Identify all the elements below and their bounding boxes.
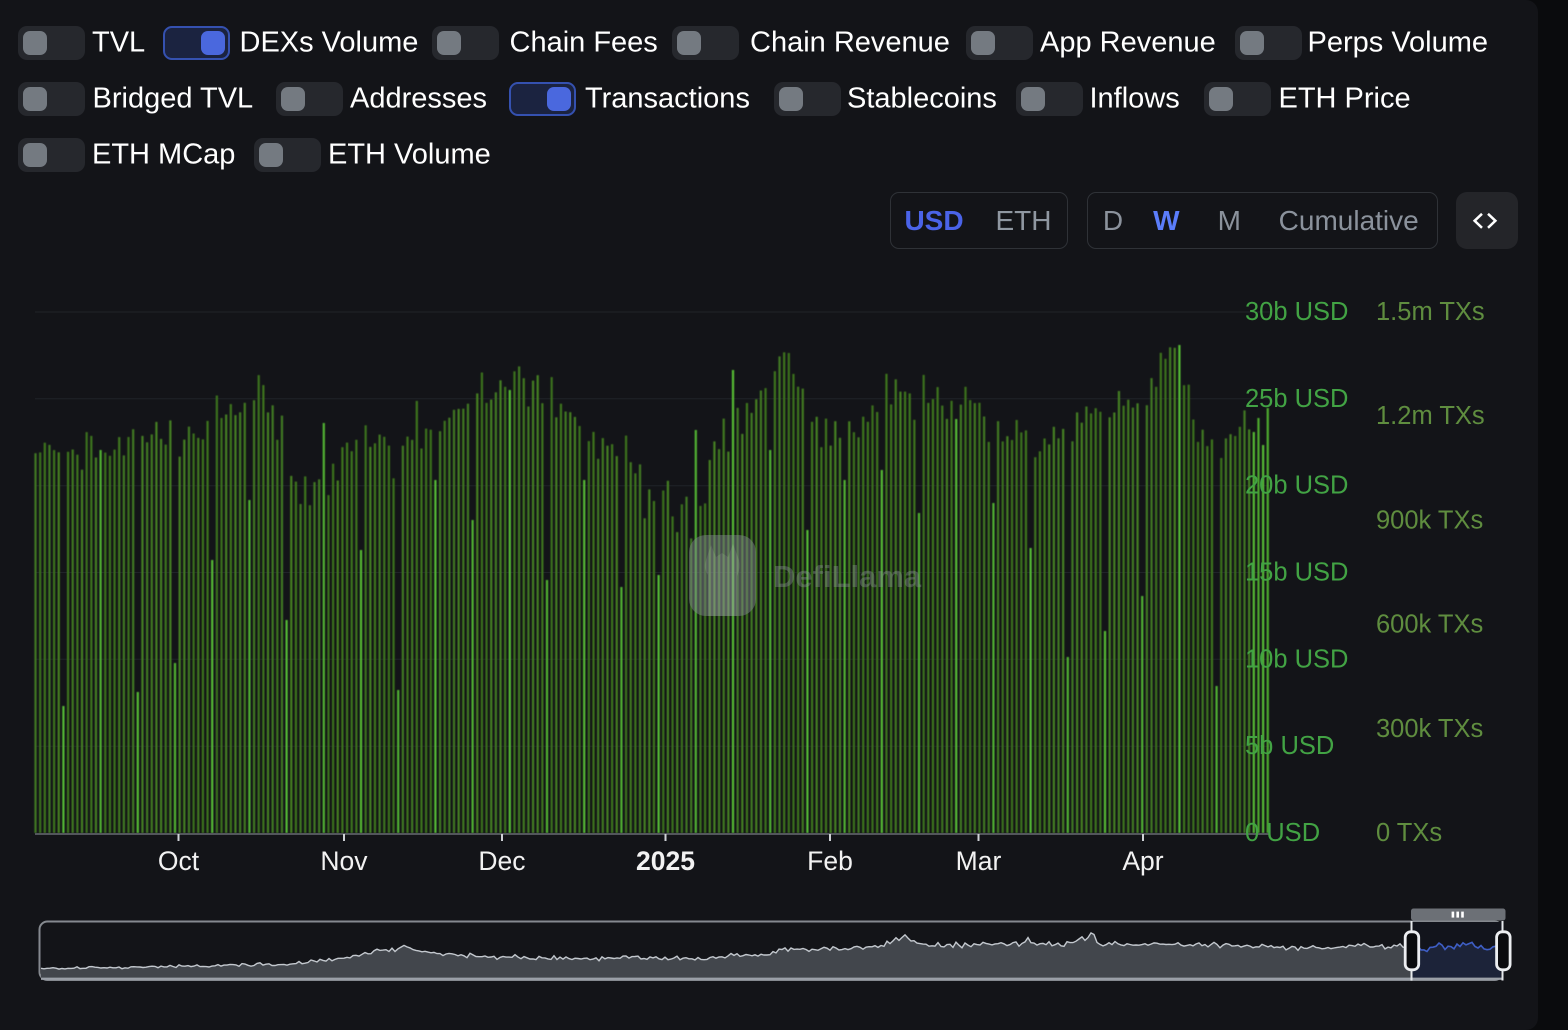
svg-text:900k TXs: 900k TXs	[1376, 506, 1483, 534]
svg-text:Oct: Oct	[158, 846, 200, 876]
svg-text:5b USD: 5b USD	[1245, 732, 1334, 760]
svg-text:30b USD: 30b USD	[1245, 298, 1348, 326]
svg-text:15b USD: 15b USD	[1245, 559, 1348, 587]
svg-text:10b USD: 10b USD	[1245, 645, 1348, 673]
svg-text:0 TXs: 0 TXs	[1376, 819, 1442, 847]
svg-text:1.2m TXs: 1.2m TXs	[1376, 402, 1485, 430]
svg-text:300k TXs: 300k TXs	[1376, 715, 1483, 743]
svg-text:Apr: Apr	[1122, 846, 1163, 876]
svg-text:25b USD: 25b USD	[1245, 385, 1348, 413]
svg-text:Nov: Nov	[320, 846, 368, 876]
svg-text:0 USD: 0 USD	[1245, 819, 1320, 847]
svg-text:600k TXs: 600k TXs	[1376, 611, 1483, 639]
svg-text:20b USD: 20b USD	[1245, 472, 1348, 500]
svg-text:2025: 2025	[636, 846, 695, 876]
svg-text:Feb: Feb	[807, 846, 853, 876]
svg-text:DefiLlama: DefiLlama	[773, 559, 922, 594]
svg-text:Dec: Dec	[478, 846, 525, 876]
svg-text:1.5m TXs: 1.5m TXs	[1376, 298, 1485, 326]
svg-text:Mar: Mar	[956, 846, 1002, 876]
